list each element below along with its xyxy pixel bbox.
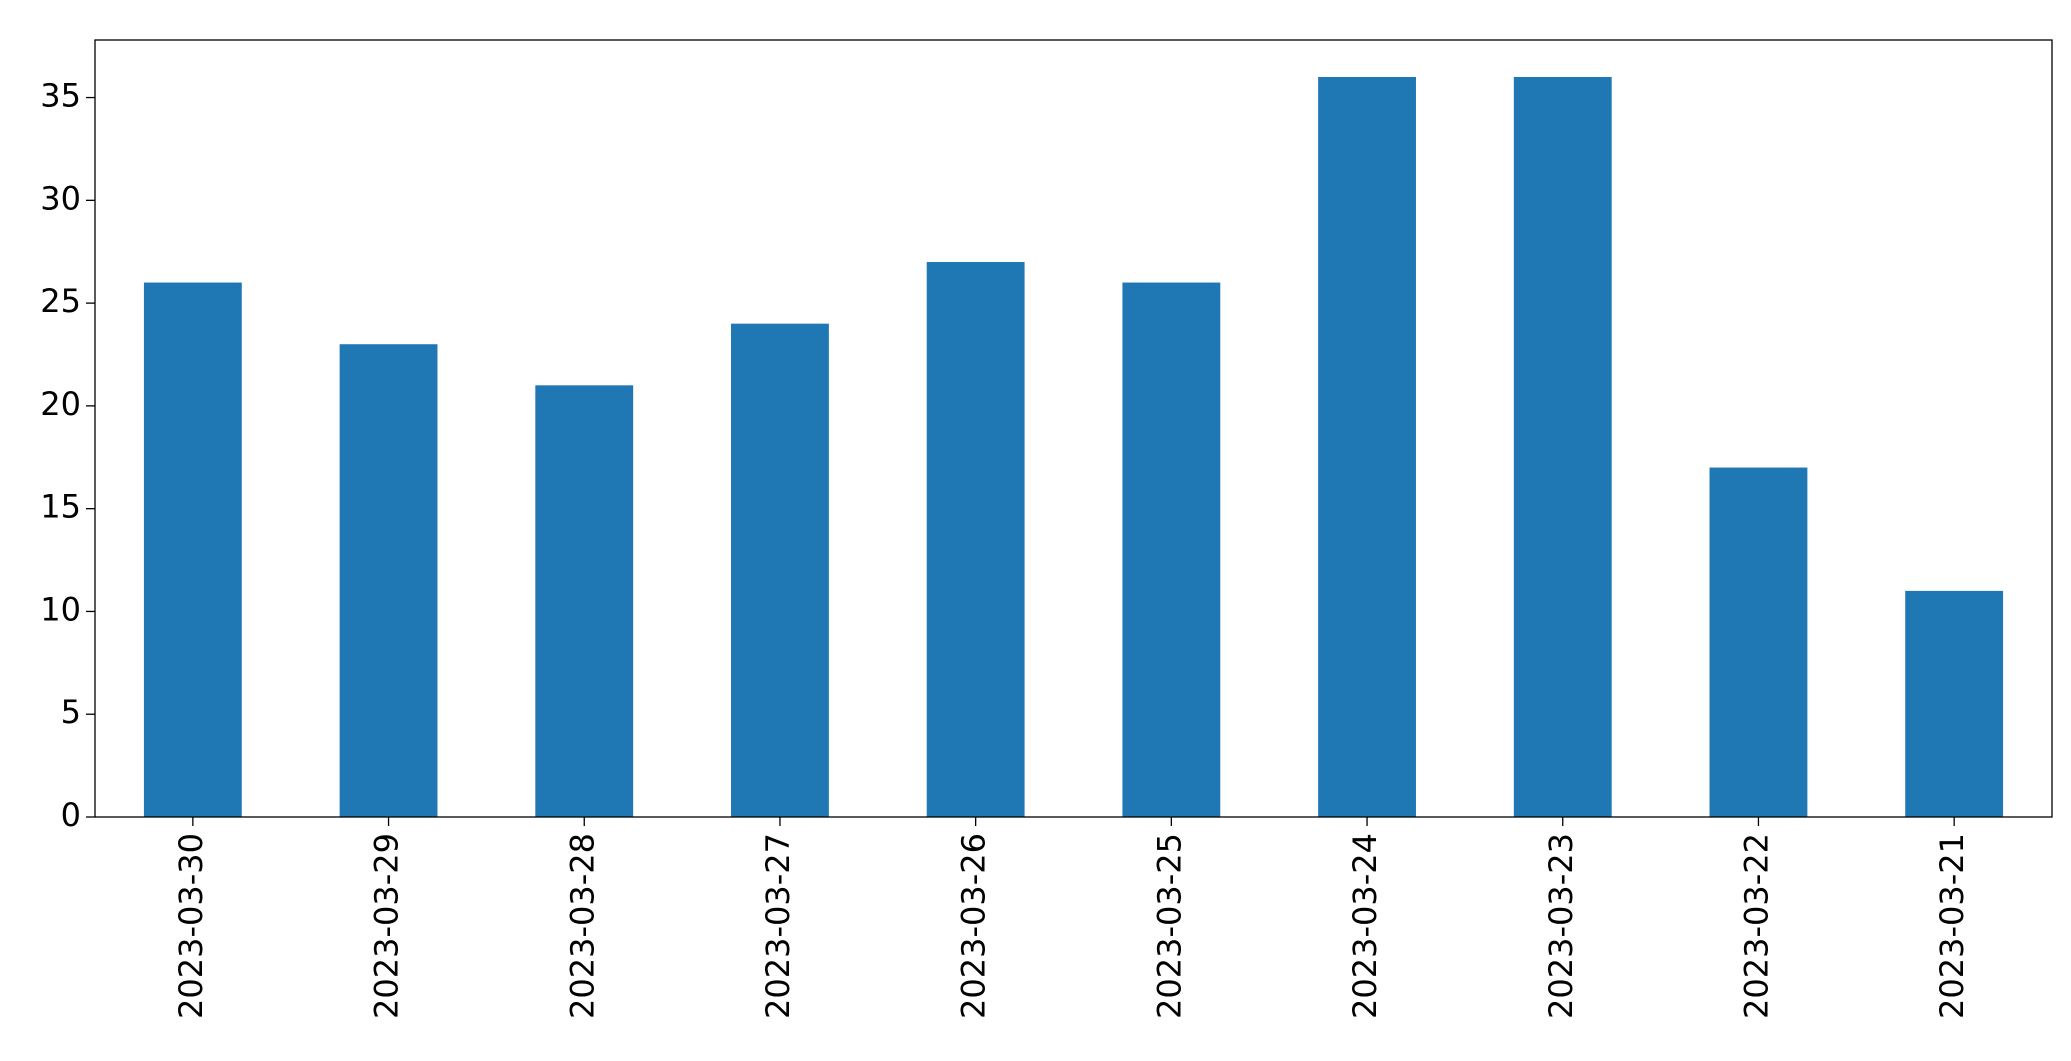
y-tick-label: 20	[40, 385, 81, 423]
bar	[1122, 282, 1221, 817]
y-tick-label: 10	[40, 590, 81, 628]
bar	[1318, 77, 1416, 817]
bar	[143, 282, 242, 817]
x-tick-label: 2023-03-26	[955, 833, 993, 1019]
x-tick-label: 2023-03-28	[563, 833, 601, 1019]
x-tick-label: 2023-03-21	[1933, 833, 1971, 1019]
x-tick-label: 2023-03-24	[1346, 833, 1384, 1019]
y-tick-label: 30	[40, 179, 81, 217]
bar	[339, 344, 438, 817]
x-tick-label: 2023-03-30	[172, 833, 210, 1019]
x-tick-label: 2023-03-27	[759, 833, 797, 1019]
bar	[926, 262, 1025, 817]
y-tick-label: 25	[40, 282, 81, 320]
bar	[731, 323, 829, 817]
x-tick-label: 2023-03-29	[368, 833, 406, 1019]
y-tick-label: 0	[61, 796, 81, 834]
plot-frame	[94, 39, 2053, 818]
bar	[1513, 77, 1612, 817]
y-tick-label: 35	[40, 77, 81, 115]
bar	[1709, 467, 1808, 817]
y-tick-label: 15	[40, 488, 81, 526]
bar	[535, 385, 634, 817]
x-tick-label: 2023-03-25	[1150, 833, 1188, 1019]
bar	[1905, 590, 2004, 817]
y-tick-label: 5	[61, 693, 81, 731]
x-tick-label: 2023-03-22	[1737, 833, 1775, 1019]
x-tick-label: 2023-03-23	[1542, 833, 1580, 1019]
